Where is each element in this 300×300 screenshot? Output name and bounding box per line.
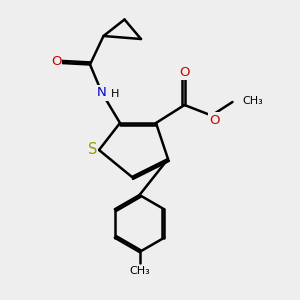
Text: CH₃: CH₃ — [242, 95, 263, 106]
Text: O: O — [51, 55, 62, 68]
Text: N: N — [97, 86, 107, 100]
Text: H: H — [110, 89, 119, 100]
Text: O: O — [209, 113, 220, 127]
Text: O: O — [179, 65, 190, 79]
Text: S: S — [88, 142, 97, 158]
Text: CH₃: CH₃ — [129, 266, 150, 276]
